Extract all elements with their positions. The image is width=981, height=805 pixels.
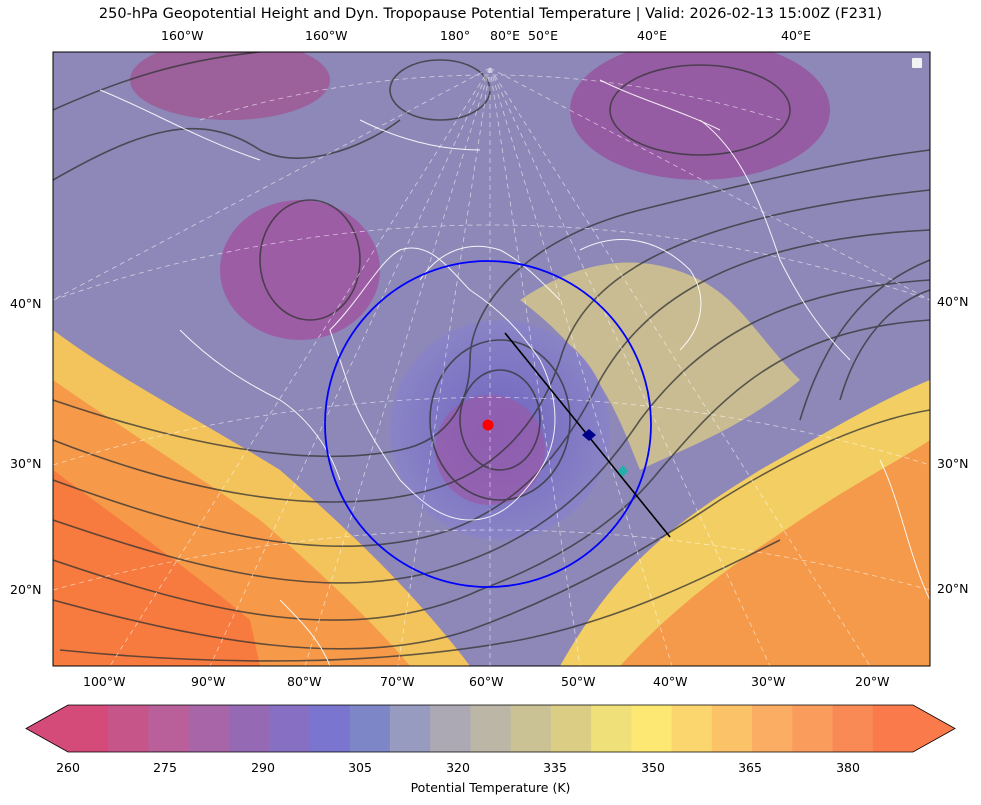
bottom-lon-label: 20°W [855, 674, 890, 689]
warm-core-se [620, 440, 930, 666]
colorbar-tick: 290 [251, 760, 275, 775]
bottom-lon-label: 30°W [751, 674, 786, 689]
right-lat-label: 30°N [937, 456, 969, 471]
left-lat-label: 30°N [10, 456, 42, 471]
colorbar-tick: 335 [543, 760, 567, 775]
colorbar-swatch [148, 705, 190, 752]
colorbar-swatch [752, 705, 793, 752]
colorbar-swatch [711, 705, 753, 752]
colorbar-tick: 305 [348, 760, 372, 775]
bottom-lon-label: 70°W [380, 674, 415, 689]
colorbar-outline [25, 704, 956, 753]
trough-north-west [130, 52, 330, 120]
colorbar-swatch [68, 705, 109, 752]
colorbar-tick: 275 [153, 760, 177, 775]
right-lat-label: 40°N [937, 294, 969, 309]
map-frame [52, 51, 931, 667]
colorbar-extend-max [913, 705, 955, 752]
colorbar-swatch [872, 705, 914, 752]
colorbar-tick: 350 [641, 760, 665, 775]
point-marker-secondary [618, 465, 628, 477]
graticule [53, 67, 930, 666]
map-title: 250-hPa Geopotential Height and Dyn. Tro… [98, 6, 883, 22]
colorbar-tick: 320 [446, 760, 470, 775]
bottom-lon-label: 80°W [287, 674, 322, 689]
top-lon-label: 50°E [528, 28, 559, 43]
low-center-marker [482, 419, 494, 431]
ridge-band [520, 262, 800, 470]
colorbar-tick: 260 [56, 760, 80, 775]
right-lat-label: 20°N [937, 581, 969, 596]
colorbar-swatch [269, 705, 310, 752]
colorbar-swatch [470, 705, 512, 752]
legend-box [912, 58, 922, 68]
top-lon-label: 40°E [781, 28, 812, 43]
colorbar-swatch [228, 705, 270, 752]
bottom-lon-label: 90°W [191, 674, 226, 689]
top-lon-label: 160°W [305, 28, 348, 43]
colorbar-swatch [591, 705, 632, 752]
top-lon-label: 80°E [490, 28, 521, 43]
bottom-lon-label: 40°W [653, 674, 688, 689]
colorbar-tick: 380 [836, 760, 860, 775]
colorbar-label: Potential Temperature (K) [410, 780, 571, 795]
radius-circle [324, 260, 652, 588]
map-plot-area [53, 52, 930, 666]
colorbar-swatch [430, 705, 471, 752]
colorbar-swatch [108, 705, 149, 752]
bottom-lon-label: 50°W [561, 674, 596, 689]
colorbar-swatch [671, 705, 713, 752]
colorbar-swatch [389, 705, 431, 752]
point-marker [582, 429, 596, 441]
height-contours [53, 52, 930, 662]
colorbar [25, 704, 956, 753]
colorbar-swatch [550, 705, 592, 752]
top-lon-label: 160°W [161, 28, 204, 43]
top-lon-label: 180° [440, 28, 471, 43]
colorbar-swatch [349, 705, 391, 752]
colorbar-swatch [792, 705, 834, 752]
colorbar-swatch [188, 705, 230, 752]
top-lon-label: 40°E [637, 28, 668, 43]
colorbar-extend-min [26, 705, 68, 752]
colorbar-swatch [309, 705, 351, 752]
colorbar-swatch [510, 705, 552, 752]
trough-west [220, 200, 380, 340]
bottom-lon-label: 60°W [469, 674, 504, 689]
left-lat-label: 20°N [10, 582, 42, 597]
colorbar-tick: 365 [738, 760, 762, 775]
hot-core-sw [53, 470, 260, 666]
colorbar-swatch [832, 705, 874, 752]
colorbar-swatch [631, 705, 673, 752]
left-lat-label: 40°N [10, 296, 42, 311]
trough-north-east [570, 52, 830, 180]
bottom-lon-label: 100°W [83, 674, 126, 689]
